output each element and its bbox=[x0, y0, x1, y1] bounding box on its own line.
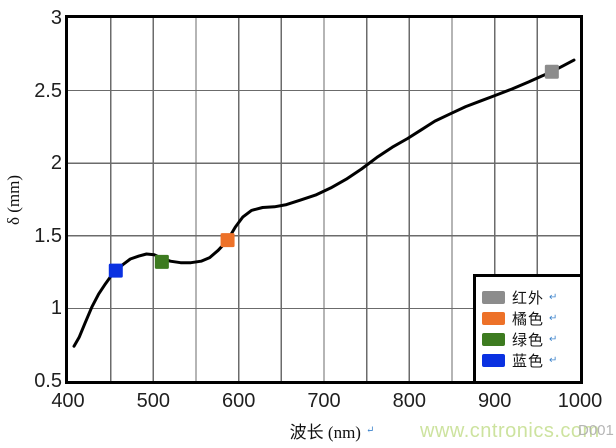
legend-swatch-orange bbox=[482, 312, 505, 325]
legend-item-orange: 橘色 ↵ bbox=[482, 310, 580, 328]
legend-swatch-infrared bbox=[482, 291, 505, 304]
legend-label: 红外 bbox=[512, 289, 545, 307]
x-tick-label: 800 bbox=[392, 390, 427, 412]
y-tick-label: 2 bbox=[50, 152, 62, 175]
x-tick-label: 900 bbox=[477, 390, 512, 412]
legend-label: 绿色 bbox=[512, 331, 545, 349]
x-tick-label: 700 bbox=[307, 390, 341, 412]
x-tick-label: 1000 bbox=[557, 390, 603, 412]
x-tick-label: 500 bbox=[136, 390, 171, 412]
y-tick-label: 1 bbox=[50, 297, 62, 320]
paragraph-mark-icon: ↵ bbox=[549, 333, 558, 345]
marker-infrared bbox=[544, 64, 559, 79]
legend-item-blue: 蓝色 ↵ bbox=[482, 352, 580, 370]
legend-label: 橘色 bbox=[512, 310, 545, 328]
y-tick-label: 0.5 bbox=[34, 370, 62, 392]
x-axis-title-text: 波长 (nm) bbox=[289, 423, 361, 442]
x-tick-label: 600 bbox=[221, 390, 256, 412]
legend-box: 红外 ↵ 橘色 ↵ 绿色 ↵ 蓝色 ↵ bbox=[473, 274, 583, 384]
paragraph-mark-icon: ↵ bbox=[549, 354, 558, 366]
y-axis-title: δ (mm) bbox=[4, 174, 23, 226]
legend-label: 蓝色 bbox=[512, 352, 545, 370]
x-tick-label: 400 bbox=[51, 390, 85, 412]
legend-item-infrared: 红外 ↵ bbox=[482, 289, 580, 307]
figure-code: D001 bbox=[578, 422, 614, 439]
chart-canvas bbox=[68, 18, 580, 381]
legend-swatch-blue bbox=[482, 354, 505, 367]
y-tick-label: 2.5 bbox=[34, 79, 62, 102]
y-tick-label: 3 bbox=[50, 7, 62, 29]
x-axis-title: 波长 (nm) ↵ bbox=[290, 418, 375, 443]
watermark-text: www.cntronics.com bbox=[420, 420, 600, 442]
paragraph-mark-icon: ↵ bbox=[549, 312, 558, 324]
marker-blue bbox=[108, 263, 123, 278]
paragraph-mark-icon: ↵ bbox=[365, 424, 375, 436]
legend-item-green: 绿色 ↵ bbox=[482, 331, 580, 349]
plot-area: 红外 ↵ 橘色 ↵ 绿色 ↵ 蓝色 ↵ bbox=[65, 15, 583, 384]
marker-orange bbox=[220, 233, 235, 248]
legend-swatch-green bbox=[482, 333, 505, 346]
paragraph-mark-icon: ↵ bbox=[549, 291, 558, 303]
y-tick-label: 1.5 bbox=[34, 224, 62, 247]
marker-green bbox=[154, 254, 169, 269]
